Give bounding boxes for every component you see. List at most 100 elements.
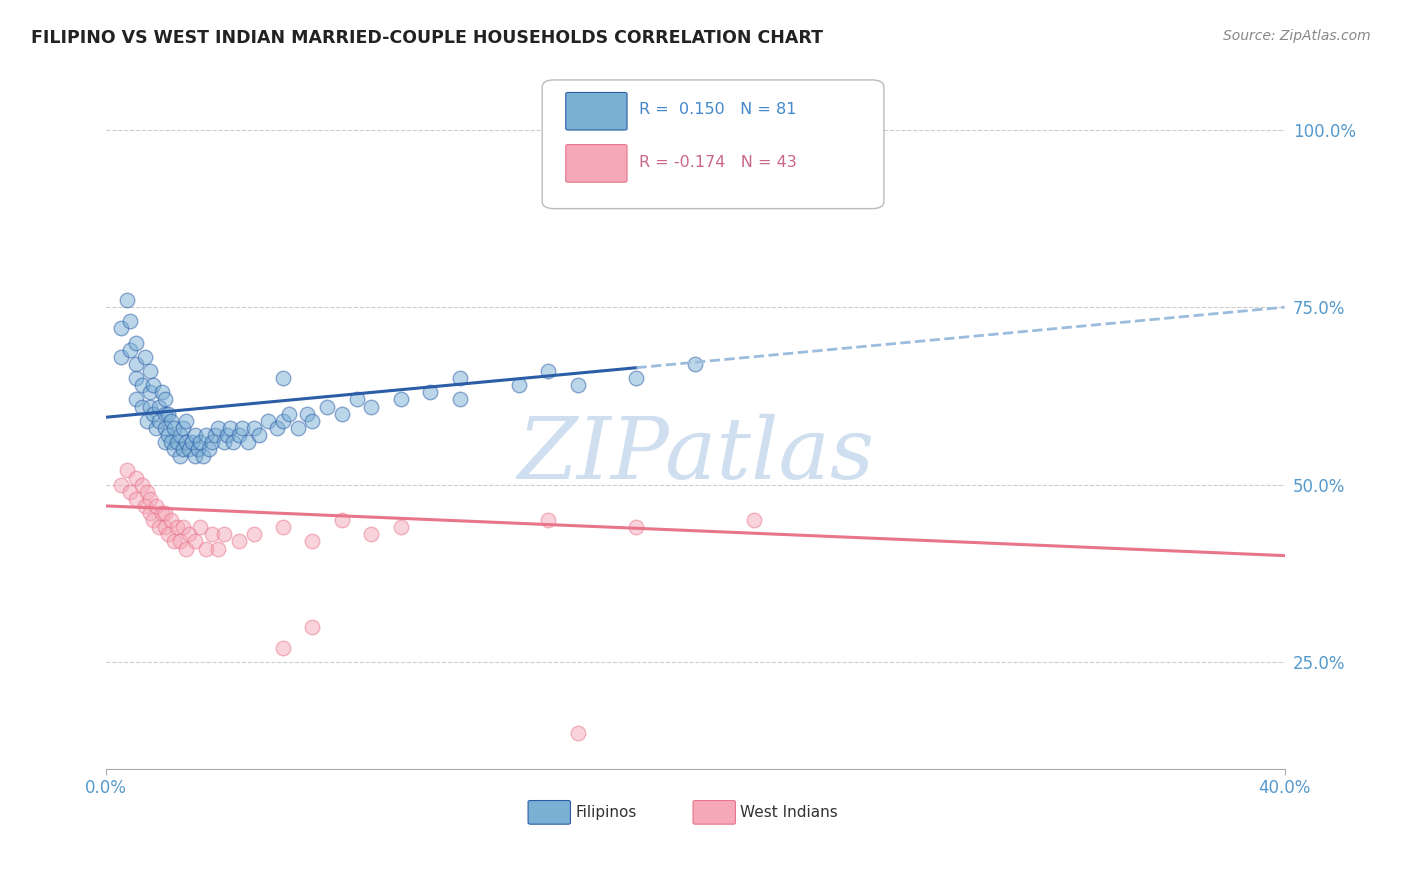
FancyBboxPatch shape bbox=[693, 800, 735, 824]
Point bbox=[157, 407, 180, 421]
Point bbox=[180, 435, 202, 450]
Point bbox=[360, 527, 382, 541]
Point bbox=[169, 428, 191, 442]
Point bbox=[131, 400, 153, 414]
Point bbox=[330, 407, 353, 421]
Point bbox=[508, 378, 530, 392]
Point bbox=[125, 335, 148, 350]
Point bbox=[134, 350, 156, 364]
Text: Filipinos: Filipinos bbox=[575, 805, 637, 820]
Point bbox=[567, 726, 589, 740]
Point bbox=[742, 513, 765, 527]
Point bbox=[172, 442, 194, 457]
Point bbox=[166, 520, 188, 534]
Text: Source: ZipAtlas.com: Source: ZipAtlas.com bbox=[1223, 29, 1371, 43]
Point bbox=[187, 442, 209, 457]
Point bbox=[125, 491, 148, 506]
Point bbox=[139, 400, 162, 414]
Point bbox=[195, 541, 218, 556]
Point bbox=[389, 520, 412, 534]
Point bbox=[271, 371, 294, 385]
Point bbox=[389, 392, 412, 407]
Point bbox=[198, 442, 221, 457]
Point bbox=[360, 400, 382, 414]
Point bbox=[157, 527, 180, 541]
Point bbox=[190, 520, 212, 534]
Point bbox=[174, 435, 197, 450]
Point bbox=[139, 364, 162, 378]
Point bbox=[118, 484, 141, 499]
Point bbox=[172, 421, 194, 435]
FancyBboxPatch shape bbox=[565, 145, 627, 182]
Point bbox=[537, 364, 560, 378]
Point bbox=[301, 619, 323, 633]
Point bbox=[125, 371, 148, 385]
Point bbox=[115, 463, 138, 477]
Point bbox=[236, 435, 259, 450]
Point bbox=[195, 428, 218, 442]
Point bbox=[145, 421, 167, 435]
Point bbox=[166, 435, 188, 450]
Point bbox=[277, 407, 299, 421]
Point bbox=[201, 527, 224, 541]
Point bbox=[301, 534, 323, 549]
Point bbox=[169, 534, 191, 549]
Point bbox=[537, 513, 560, 527]
Point bbox=[183, 449, 205, 463]
Point bbox=[148, 414, 170, 428]
Point bbox=[207, 541, 229, 556]
Point bbox=[215, 428, 238, 442]
Point bbox=[148, 520, 170, 534]
Point bbox=[125, 392, 148, 407]
Point bbox=[131, 477, 153, 491]
Point bbox=[136, 414, 159, 428]
Point bbox=[131, 378, 153, 392]
Point bbox=[150, 506, 173, 520]
Text: R = -0.174   N = 43: R = -0.174 N = 43 bbox=[638, 154, 797, 169]
Point bbox=[257, 414, 280, 428]
Point bbox=[163, 442, 186, 457]
Point bbox=[271, 414, 294, 428]
Point bbox=[150, 385, 173, 400]
Point bbox=[271, 640, 294, 655]
Point bbox=[201, 435, 224, 450]
Point bbox=[207, 421, 229, 435]
Point bbox=[222, 435, 245, 450]
Point bbox=[271, 520, 294, 534]
Text: FILIPINO VS WEST INDIAN MARRIED-COUPLE HOUSEHOLDS CORRELATION CHART: FILIPINO VS WEST INDIAN MARRIED-COUPLE H… bbox=[31, 29, 823, 46]
Point bbox=[139, 385, 162, 400]
Point bbox=[626, 520, 648, 534]
Point bbox=[153, 421, 176, 435]
Point bbox=[301, 414, 323, 428]
Point bbox=[142, 407, 165, 421]
Point bbox=[145, 499, 167, 513]
Point bbox=[160, 435, 183, 450]
Point bbox=[177, 442, 200, 457]
Point bbox=[142, 378, 165, 392]
FancyBboxPatch shape bbox=[565, 93, 627, 130]
Point bbox=[157, 428, 180, 442]
FancyBboxPatch shape bbox=[543, 80, 884, 209]
Point bbox=[183, 534, 205, 549]
Point bbox=[110, 477, 132, 491]
Point bbox=[153, 435, 176, 450]
Point bbox=[177, 527, 200, 541]
Text: ZIPatlas: ZIPatlas bbox=[517, 414, 875, 497]
Point bbox=[685, 357, 707, 371]
Point bbox=[219, 421, 242, 435]
Point bbox=[567, 378, 589, 392]
Point bbox=[231, 421, 253, 435]
Point bbox=[160, 414, 183, 428]
Point bbox=[125, 357, 148, 371]
Point bbox=[153, 520, 176, 534]
Point bbox=[110, 321, 132, 335]
Point bbox=[449, 392, 471, 407]
Point bbox=[153, 392, 176, 407]
Point bbox=[626, 371, 648, 385]
Point bbox=[163, 421, 186, 435]
Point bbox=[148, 400, 170, 414]
Point bbox=[110, 350, 132, 364]
Point bbox=[419, 385, 441, 400]
Point bbox=[266, 421, 288, 435]
Point bbox=[142, 513, 165, 527]
